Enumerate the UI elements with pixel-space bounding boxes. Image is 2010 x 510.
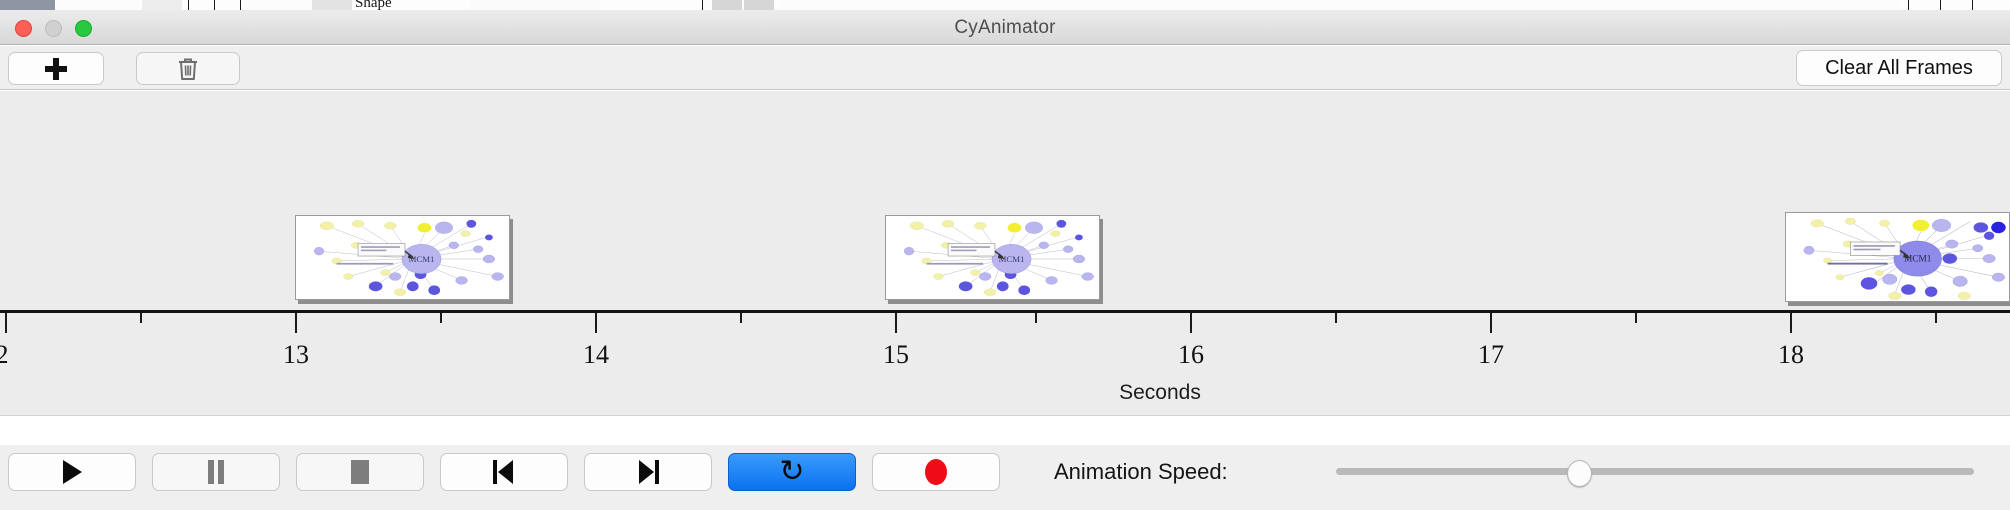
skip-start-icon — [493, 460, 515, 484]
axis-tick-label: 17 — [1478, 340, 1504, 369]
svg-text:MCM1: MCM1 — [409, 254, 435, 264]
add-frame-button[interactable] — [8, 52, 104, 85]
network-thumbnail-graphic: MCM1 — [1803, 217, 2006, 300]
record-icon — [925, 459, 947, 485]
axis-tick-label: 15 — [883, 340, 909, 369]
axis-tick — [1035, 313, 1037, 323]
delete-frame-button[interactable] — [136, 52, 240, 85]
pause-icon — [207, 460, 225, 484]
background-window-label: Shape — [355, 0, 392, 11]
frame-thumbnail[interactable]: MCM1 — [295, 215, 510, 300]
axis-tick — [895, 313, 897, 333]
loop-button[interactable]: ↻ — [728, 453, 856, 491]
skip-to-end-button[interactable] — [584, 453, 712, 491]
title-bar: CyAnimator — [0, 10, 2010, 45]
timeline-axis — [0, 310, 2010, 313]
axis-tick-label: 18 — [1778, 340, 1804, 369]
axis-title: Seconds — [0, 381, 2010, 405]
svg-text:MCM1: MCM1 — [1904, 255, 1932, 265]
toolbar: Clear All Frames — [0, 46, 2010, 90]
record-button[interactable] — [872, 453, 1000, 491]
axis-tick — [1190, 313, 1192, 333]
animation-speed-thumb[interactable] — [1567, 460, 1593, 487]
trash-icon — [179, 58, 197, 80]
axis-tick-label: 14 — [583, 340, 609, 369]
animation-speed-track[interactable] — [1336, 468, 1974, 475]
axis-title-label: Seconds — [1119, 381, 1201, 404]
frame-thumbnail[interactable]: MCM1 — [1785, 212, 2010, 302]
axis-tick — [1335, 313, 1337, 323]
playback-bar: ↻ Animation Speed: — [0, 445, 2010, 510]
axis-tick — [440, 313, 442, 323]
axis-tick — [595, 313, 597, 333]
pause-button[interactable] — [152, 453, 280, 491]
axis-tick — [1935, 313, 1937, 323]
axis-tick-label: 16 — [1178, 340, 1204, 369]
window-title: CyAnimator — [954, 17, 1056, 38]
loop-icon: ↻ — [779, 454, 805, 489]
clear-all-frames-label: Clear All Frames — [1825, 56, 1973, 79]
plus-icon — [45, 57, 67, 80]
animation-speed-slider[interactable] — [1336, 453, 1974, 491]
frame-thumbnail[interactable]: MCM1 — [885, 215, 1100, 300]
clear-all-frames-button[interactable]: Clear All Frames — [1796, 50, 2002, 86]
play-icon — [62, 460, 82, 484]
play-button[interactable] — [8, 453, 136, 491]
axis-tick-label: 13 — [283, 340, 309, 369]
axis-tick-label: 2 — [0, 340, 9, 370]
axis-tick — [295, 313, 297, 333]
axis-tick — [740, 313, 742, 323]
skip-end-icon — [637, 460, 659, 484]
animation-speed-label: Animation Speed: — [1054, 459, 1228, 484]
axis-tick — [5, 313, 7, 333]
svg-text:MCM1: MCM1 — [999, 254, 1025, 264]
minimize-button[interactable] — [45, 20, 62, 37]
skip-to-start-button[interactable] — [440, 453, 568, 491]
axis-tick — [140, 313, 142, 323]
axis-tick — [1490, 313, 1492, 333]
network-thumbnail-graphic: MCM1 — [313, 219, 504, 296]
axis-tick — [1635, 313, 1637, 323]
frames-area[interactable]: MCM1 — [0, 91, 2010, 310]
stop-icon — [351, 460, 369, 484]
zoom-button[interactable] — [75, 20, 92, 37]
timeline-panel[interactable]: MCM1 — [0, 91, 2010, 416]
axis-tick — [1790, 313, 1792, 333]
close-button[interactable] — [15, 20, 32, 37]
stop-button[interactable] — [296, 453, 424, 491]
network-thumbnail-graphic: MCM1 — [903, 219, 1094, 296]
